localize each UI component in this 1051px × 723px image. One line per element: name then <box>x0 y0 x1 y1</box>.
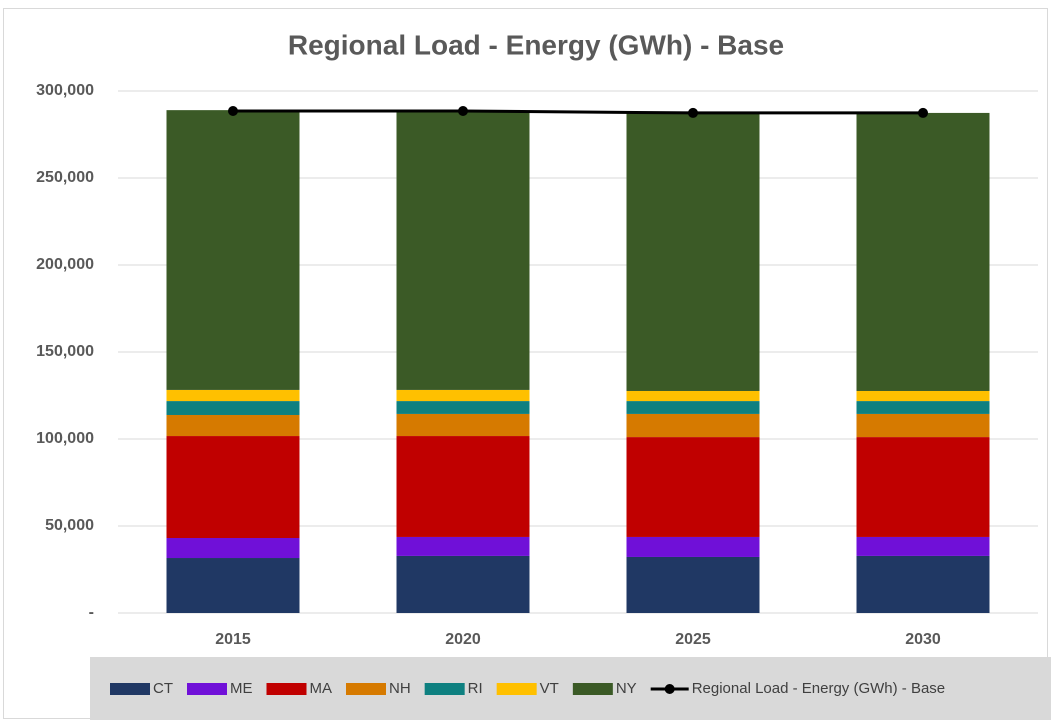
bar-segment <box>166 436 300 539</box>
bar-segment <box>396 555 530 613</box>
x-tick-label: 2015 <box>215 631 251 648</box>
bar-segment <box>856 413 990 438</box>
y-tick-label: 100,000 <box>36 430 94 447</box>
bar-segment <box>626 401 760 414</box>
y-tick-label: 250,000 <box>36 169 94 186</box>
legend-marker <box>664 684 675 694</box>
line-marker <box>458 106 468 117</box>
bar-segment <box>166 110 300 390</box>
line-marker <box>228 106 238 117</box>
bar-segment <box>856 112 990 391</box>
bar-segment <box>856 437 990 537</box>
y-tick-label: - <box>89 604 94 621</box>
line <box>233 109 923 115</box>
bar-segment <box>396 401 530 414</box>
legend-swatch <box>110 683 150 695</box>
line-marker <box>918 107 928 118</box>
bar-segment <box>856 555 990 613</box>
legend-swatch <box>266 683 307 695</box>
legend-label: VT <box>540 680 559 697</box>
bar-segment <box>626 413 760 438</box>
legend-swatch <box>346 683 386 695</box>
y-tick-label: 50,000 <box>45 517 94 534</box>
y-tick-label: 150,000 <box>36 343 94 360</box>
legend-swatch <box>496 683 537 695</box>
legend-swatch <box>572 683 613 695</box>
y-tick-label: 200,000 <box>36 256 94 273</box>
legend-label: ME <box>230 680 253 697</box>
bar-segment <box>396 436 530 537</box>
bar-segment <box>166 414 300 437</box>
bar-segment <box>396 389 530 402</box>
line-marker <box>688 107 698 118</box>
bar-segment <box>626 112 760 391</box>
bar-segment <box>166 389 300 402</box>
bar-segment <box>856 390 990 402</box>
x-tick-label: 2025 <box>675 631 711 648</box>
legend-label: RI <box>468 680 483 697</box>
legend-background <box>90 657 1051 720</box>
bar-segment <box>626 536 760 557</box>
bar-segment <box>166 558 300 613</box>
bar-segment <box>396 413 530 437</box>
bar-segment <box>626 437 760 537</box>
bar-segment <box>856 401 990 414</box>
legend-label: NH <box>389 680 411 697</box>
bar-segment <box>856 536 990 556</box>
legend-label: NY <box>616 680 637 697</box>
x-tick-label: 2030 <box>905 631 941 648</box>
legend-label: MA <box>310 680 333 697</box>
x-tick-label: 2020 <box>445 631 481 648</box>
y-tick-label: 300,000 <box>36 82 94 99</box>
bar-segment <box>626 556 760 613</box>
legend-label: CT <box>153 680 173 697</box>
bar-segment <box>626 390 760 402</box>
bar-segment <box>166 401 300 415</box>
legend-label: Regional Load - Energy (GWh) - Base <box>692 680 945 697</box>
legend-swatch <box>187 683 227 695</box>
legend-swatch <box>424 683 465 695</box>
chart-title: Regional Load - Energy (GWh) - Base <box>288 29 784 60</box>
bar-segment <box>166 538 300 559</box>
bar-segment <box>396 111 530 390</box>
bar-segment <box>396 536 530 556</box>
